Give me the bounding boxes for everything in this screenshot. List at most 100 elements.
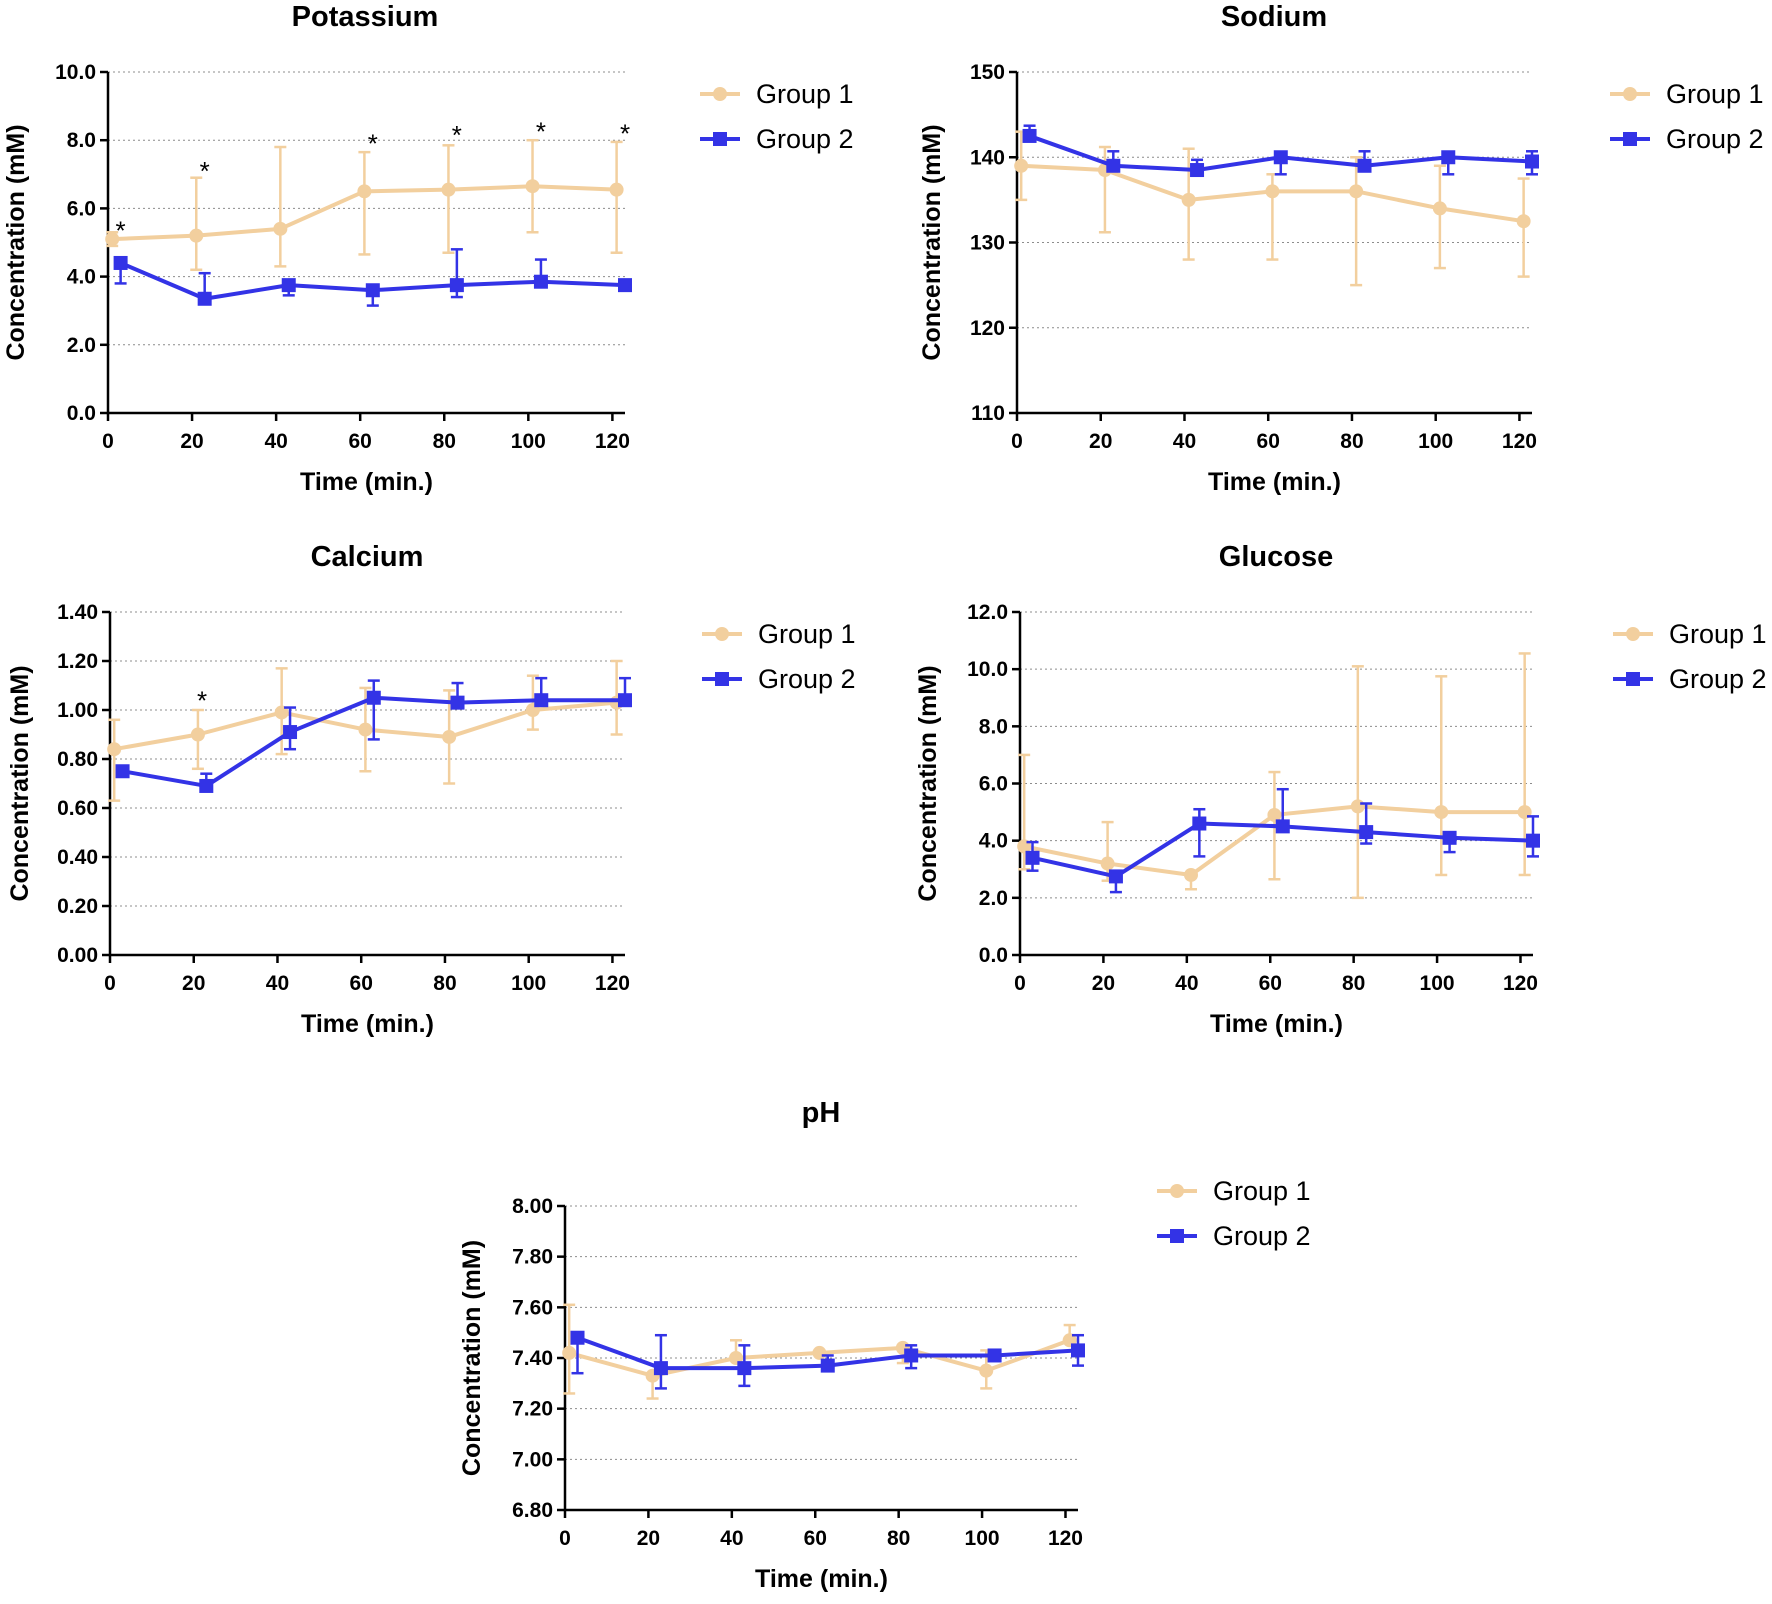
data-point [366, 690, 381, 705]
legend-marker [1170, 1229, 1184, 1243]
legend-label: Group 2 [1666, 124, 1764, 154]
x-tick-label: 80 [1340, 430, 1363, 453]
y-tick-label: 2.0 [979, 887, 1008, 910]
significance-marker: * [368, 128, 378, 158]
series-group-1 [107, 659, 624, 802]
x-tick-label: 100 [1420, 972, 1455, 995]
data-point [570, 1330, 585, 1345]
legend-item-1: Group 1 [1610, 79, 1764, 109]
y-axis-label: Concentration (mM) [918, 124, 946, 360]
data-point [113, 255, 128, 270]
series-group-1 [1014, 130, 1531, 287]
data-point [820, 1358, 835, 1373]
data-point [1022, 128, 1037, 143]
chart-calcium: Calcium 0.00 0.20 0.40 0.60 0.80 1.00 1.20 1.40 0… [6, 541, 856, 1038]
data-point [357, 184, 372, 199]
y-tick-label: 8.0 [67, 129, 96, 152]
legend-label: Group 1 [1669, 619, 1767, 649]
data-point [1516, 214, 1531, 229]
axes [108, 612, 625, 957]
x-tick-label: 60 [350, 972, 373, 995]
x-tick-label: 120 [595, 430, 630, 453]
x-tick-label: 60 [804, 1527, 827, 1550]
data-point [1525, 154, 1539, 169]
series-group-1 [1017, 652, 1532, 900]
y-tick-label: 120 [970, 317, 1005, 340]
data-point [281, 278, 296, 293]
legend-label: Group 2 [1669, 664, 1767, 694]
legend-label: Group 1 [758, 619, 856, 649]
data-point [283, 725, 298, 740]
data-point [450, 695, 465, 710]
y-tick-label: 7.40 [512, 1347, 553, 1370]
data-point [1014, 158, 1029, 173]
y-tick-label: 7.00 [512, 1448, 553, 1471]
x-axis-label: Time (min.) [1210, 1010, 1343, 1038]
data-point [197, 291, 212, 306]
data-point [525, 179, 540, 194]
x-tick-label: 20 [1092, 972, 1115, 995]
data-point [1025, 850, 1040, 865]
legend-label: Group 1 [756, 79, 854, 109]
y-tick-label: 1.40 [57, 601, 98, 624]
series-group-2 [113, 248, 632, 307]
legend-label: Group 2 [758, 664, 856, 694]
y-tick-label: 6.0 [979, 773, 1008, 796]
data-point [534, 693, 549, 708]
x-tick-label: 20 [637, 1527, 660, 1550]
x-tick-label: 120 [1048, 1527, 1083, 1550]
axes [1015, 72, 1532, 415]
data-point [442, 729, 457, 744]
y-axis-label: Concentration (mM) [2, 124, 30, 360]
chart-sodium: Sodium 110 120 130 140 150 0 20 40 60 80 100 120 Time… [918, 1, 1764, 496]
data-point [737, 1361, 752, 1376]
x-tick-label: 40 [1175, 972, 1198, 995]
chart-title: Sodium [1221, 1, 1327, 33]
data-point [190, 727, 205, 742]
data-point [904, 1348, 919, 1363]
x-axis-label: Time (min.) [301, 1010, 434, 1038]
x-tick-label: 0 [1014, 972, 1026, 995]
significance-marker: * [620, 118, 630, 148]
legend-marker [1626, 627, 1640, 641]
x-axis-label: Time (min.) [300, 468, 433, 496]
y-tick-label: 1.00 [57, 699, 98, 722]
data-point [273, 221, 288, 236]
legend-item-2: Group 2 [1610, 124, 1764, 154]
x-tick-label: 80 [1342, 972, 1365, 995]
legend-marker [713, 132, 727, 146]
x-tick-label: 20 [180, 430, 203, 453]
y-tick-label: 7.80 [512, 1246, 553, 1269]
y-tick-label: 6.0 [67, 197, 96, 220]
x-tick-label: 40 [1173, 430, 1196, 453]
data-point [1273, 150, 1288, 165]
chart-glucose: Glucose 0.0 2.0 4.0 6.0 8.0 10.0 12.0 0 20 40 60 80 1… [914, 541, 1767, 1038]
y-tick-label: 0.0 [67, 402, 96, 425]
x-tick-label: 100 [511, 972, 546, 995]
y-tick-label: 110 [971, 402, 1005, 425]
y-tick-label: 7.20 [512, 1398, 553, 1421]
data-point [1526, 833, 1540, 848]
x-tick-label: 20 [182, 972, 205, 995]
x-axis-label: Time (min.) [755, 1565, 888, 1593]
data-point [1442, 830, 1457, 845]
data-point [107, 742, 122, 757]
y-tick-label: 10.0 [967, 658, 1008, 681]
y-tick-label: 12.0 [967, 601, 1008, 624]
data-point [1265, 184, 1280, 199]
y-tick-label: 10.0 [55, 61, 96, 84]
x-tick-label: 60 [1259, 972, 1282, 995]
y-tick-label: 2.0 [67, 334, 96, 357]
legend-marker [713, 87, 727, 101]
legend-marker [1623, 87, 1637, 101]
legend-label: Group 2 [756, 124, 854, 154]
x-tick-label: 0 [1011, 430, 1023, 453]
significance-marker: * [536, 117, 546, 147]
x-tick-label: 40 [266, 972, 289, 995]
x-tick-label: 0 [559, 1527, 571, 1550]
data-point [1190, 163, 1205, 178]
data-point [1441, 150, 1456, 165]
x-tick-label: 60 [349, 430, 372, 453]
significance-marker: * [200, 156, 210, 186]
legend-marker [1626, 672, 1640, 686]
